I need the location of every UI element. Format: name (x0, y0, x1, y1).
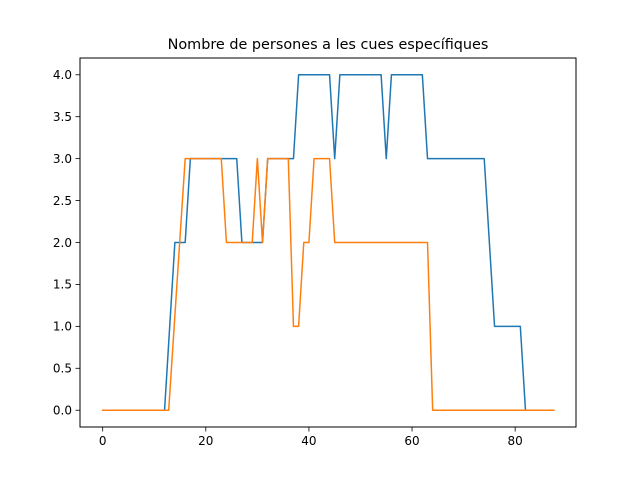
y-tick-label: 1.5 (53, 278, 72, 292)
y-tick-label: 3.5 (53, 110, 72, 124)
y-tick-label: 2.0 (53, 236, 72, 250)
x-tick-label: 20 (198, 434, 213, 448)
y-tick-label: 0.0 (53, 404, 72, 418)
y-tick-label: 3.0 (53, 152, 72, 166)
axes-layer: 0 20 40 60 80 0.0 0.5 1.0 1.5 2.0 2.5 3.0 3.5 4.0 (53, 68, 523, 448)
y-tick-label: 1.0 (53, 320, 72, 334)
x-tick-label: 40 (301, 434, 316, 448)
chart-title: Nombre de persones a les cues específiqu… (168, 37, 489, 53)
y-tick-label: 4.0 (53, 68, 72, 82)
series-layer (101, 74, 555, 411)
plot-frame (79, 57, 577, 428)
y-tick-label: 2.5 (53, 194, 72, 208)
x-tick-label: 60 (404, 434, 419, 448)
series-line-2 (101, 157, 555, 411)
y-tick-label: 0.5 (53, 362, 72, 376)
x-tick-label: 80 (508, 434, 523, 448)
series-line-1 (101, 74, 555, 411)
x-tick-label: 0 (99, 434, 107, 448)
